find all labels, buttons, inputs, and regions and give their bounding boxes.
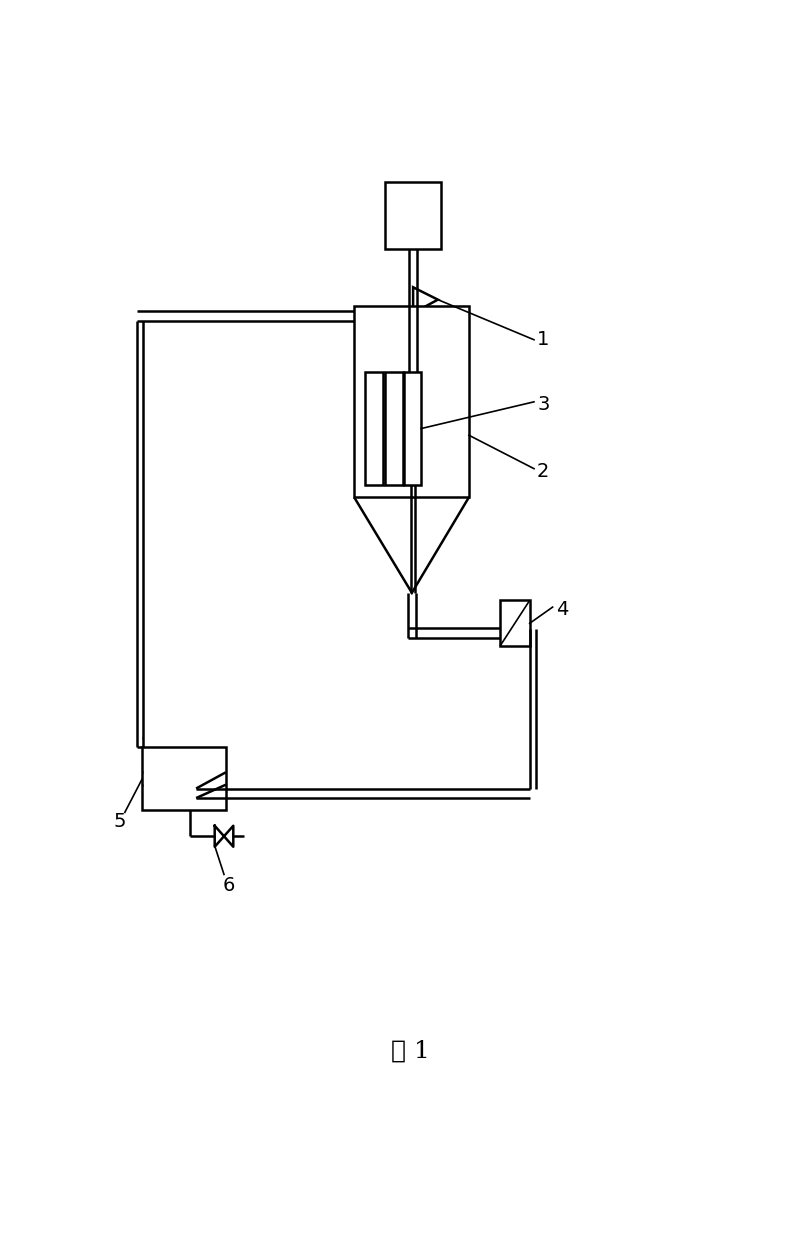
Polygon shape: [413, 288, 438, 312]
Bar: [386, 182, 441, 249]
Text: 1: 1: [537, 330, 550, 350]
Bar: [142, 748, 226, 810]
Bar: [354, 306, 469, 497]
Text: 5: 5: [114, 812, 126, 832]
Bar: [404, 372, 421, 485]
Text: 2: 2: [537, 463, 550, 481]
Text: 3: 3: [537, 396, 550, 414]
Bar: [386, 372, 402, 485]
Text: 6: 6: [222, 877, 235, 895]
Text: 图 1: 图 1: [390, 1039, 430, 1063]
Text: 4: 4: [556, 599, 568, 619]
Bar: [500, 600, 530, 646]
Bar: [366, 372, 382, 485]
